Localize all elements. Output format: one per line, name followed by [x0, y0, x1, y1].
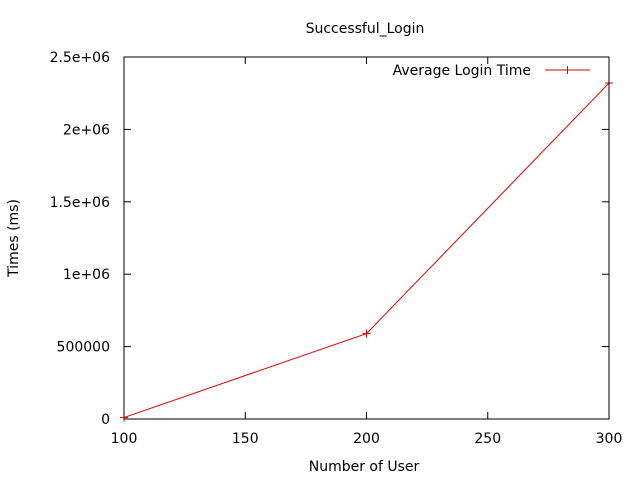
x-tick-label: 100 — [111, 431, 138, 447]
chart-title: Successful_Login — [306, 21, 425, 37]
x-tick-label: 300 — [596, 431, 623, 447]
y-tick-label: 2e+06 — [63, 122, 110, 138]
x-tick-label: 200 — [353, 431, 380, 447]
y-tick-label: 2.5e+06 — [50, 50, 111, 66]
y-tick-label: 0 — [101, 412, 110, 428]
plot-area-border — [123, 56, 610, 420]
axis-ticks: 100 150 200 250 300 0 500000 1e+06 1.5e+06 2e+06 2… — [50, 50, 623, 447]
y-tick-label: 1e+06 — [63, 267, 110, 283]
x-axis-label: Number of User — [309, 459, 420, 475]
y-tick-label: 500000 — [57, 340, 110, 356]
y-tick-label: 1.5e+06 — [50, 195, 111, 211]
legend-swatch-marker — [563, 66, 572, 74]
data-point-marker — [362, 329, 371, 338]
x-tick-label: 250 — [474, 431, 501, 447]
legend: Average Login Time — [393, 63, 590, 79]
legend-label: Average Login Time — [393, 63, 531, 79]
x-tick-label: 150 — [232, 431, 259, 447]
y-axis-label: Times (ms) — [6, 199, 22, 278]
